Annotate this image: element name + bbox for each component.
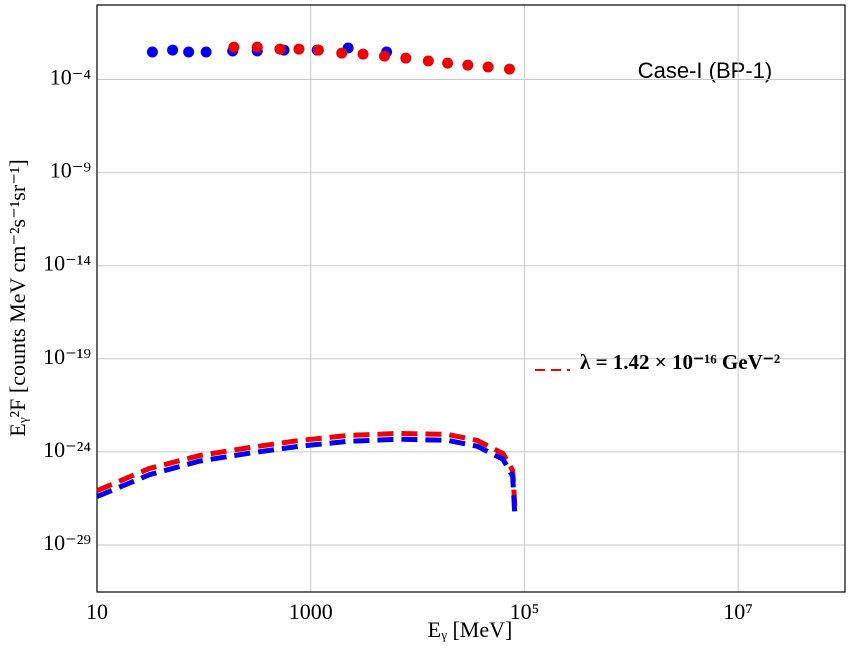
data-point — [312, 44, 324, 56]
data-point — [293, 43, 305, 55]
data-point — [462, 59, 474, 71]
curve — [96, 436, 518, 516]
data-point — [400, 52, 412, 64]
y-tick-label: 10⁻¹⁴ — [43, 251, 91, 276]
curve — [96, 430, 518, 506]
data-point — [200, 46, 212, 58]
y-tick-label: 10⁻⁹ — [50, 158, 92, 183]
data-point — [274, 43, 286, 55]
data-point — [503, 63, 515, 75]
data-point — [183, 46, 195, 58]
data-point — [167, 44, 179, 56]
data-point — [482, 61, 494, 73]
x-tick-label: 1000 — [289, 599, 333, 624]
x-tick-label: 10⁵ — [510, 599, 540, 624]
annotation: Case-I (BP-1) — [638, 58, 772, 83]
y-axis-label: Eᵧ²F [counts MeV cm⁻²s⁻¹sr⁻¹] — [5, 159, 30, 436]
y-tick-label: 10⁻⁴ — [50, 65, 92, 90]
x-tick-label: 10 — [86, 599, 108, 624]
x-axis-label: Eᵧ [MeV] — [428, 617, 513, 642]
data-point — [146, 46, 158, 58]
x-tick-label: 10⁷ — [723, 599, 753, 624]
data-point — [357, 48, 369, 60]
data-point — [422, 55, 434, 67]
y-tick-label: 10⁻²⁴ — [43, 437, 91, 462]
data-point — [378, 50, 390, 62]
y-tick-label: 10⁻²⁹ — [43, 530, 91, 555]
data-point — [336, 47, 348, 59]
data-point — [228, 41, 240, 53]
plot-frame — [96, 4, 846, 593]
y-tick-label: 10⁻¹⁹ — [43, 344, 91, 369]
data-point — [442, 57, 454, 69]
data-point — [251, 41, 263, 53]
legend-label: λ = 1.42 × 10⁻¹⁶ GeV⁻² — [580, 350, 780, 374]
